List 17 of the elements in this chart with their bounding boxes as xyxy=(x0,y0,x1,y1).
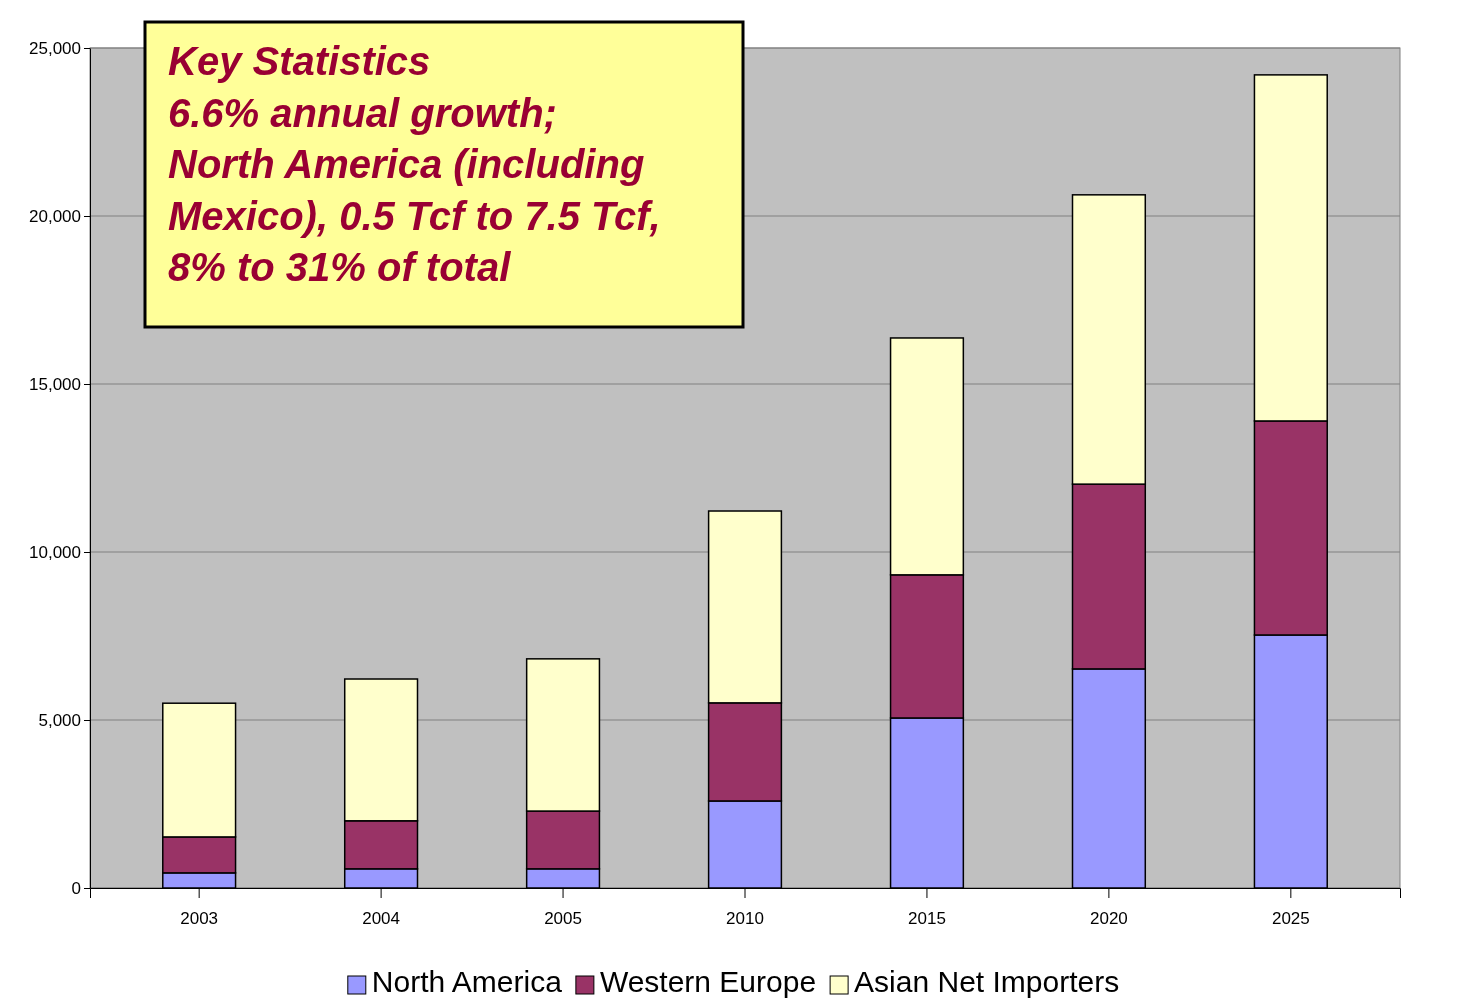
x-tick-label: 2025 xyxy=(1271,909,1310,929)
y-tick-label: 0 xyxy=(71,878,81,898)
legend-label: Asian Net Importers xyxy=(854,965,1120,998)
legend-label: Western Europe xyxy=(599,965,817,998)
y-tick-label: 15,000 xyxy=(29,374,81,394)
x-tick-label: 2003 xyxy=(180,909,219,929)
x-tick-label: 2005 xyxy=(544,909,582,929)
x-tick-label: 2020 xyxy=(1089,909,1128,929)
x-tick-label: 2010 xyxy=(726,909,764,929)
x-tick-label: 2004 xyxy=(362,909,401,929)
annotation: Key Statistics 6.6% annual growth; North America (including Mexico), 0.5 Tcf to 7.5 Tcf, 8% to 31% of total xyxy=(168,39,661,289)
y-tick-label: 20,000 xyxy=(29,206,81,226)
y-tick-label: 25,000 xyxy=(29,38,81,58)
y-tick-label: 5,000 xyxy=(38,710,81,730)
x-tick-label: 2015 xyxy=(908,909,946,929)
y-tick-label: 10,000 xyxy=(29,542,81,562)
legend-label: North America xyxy=(371,965,563,998)
